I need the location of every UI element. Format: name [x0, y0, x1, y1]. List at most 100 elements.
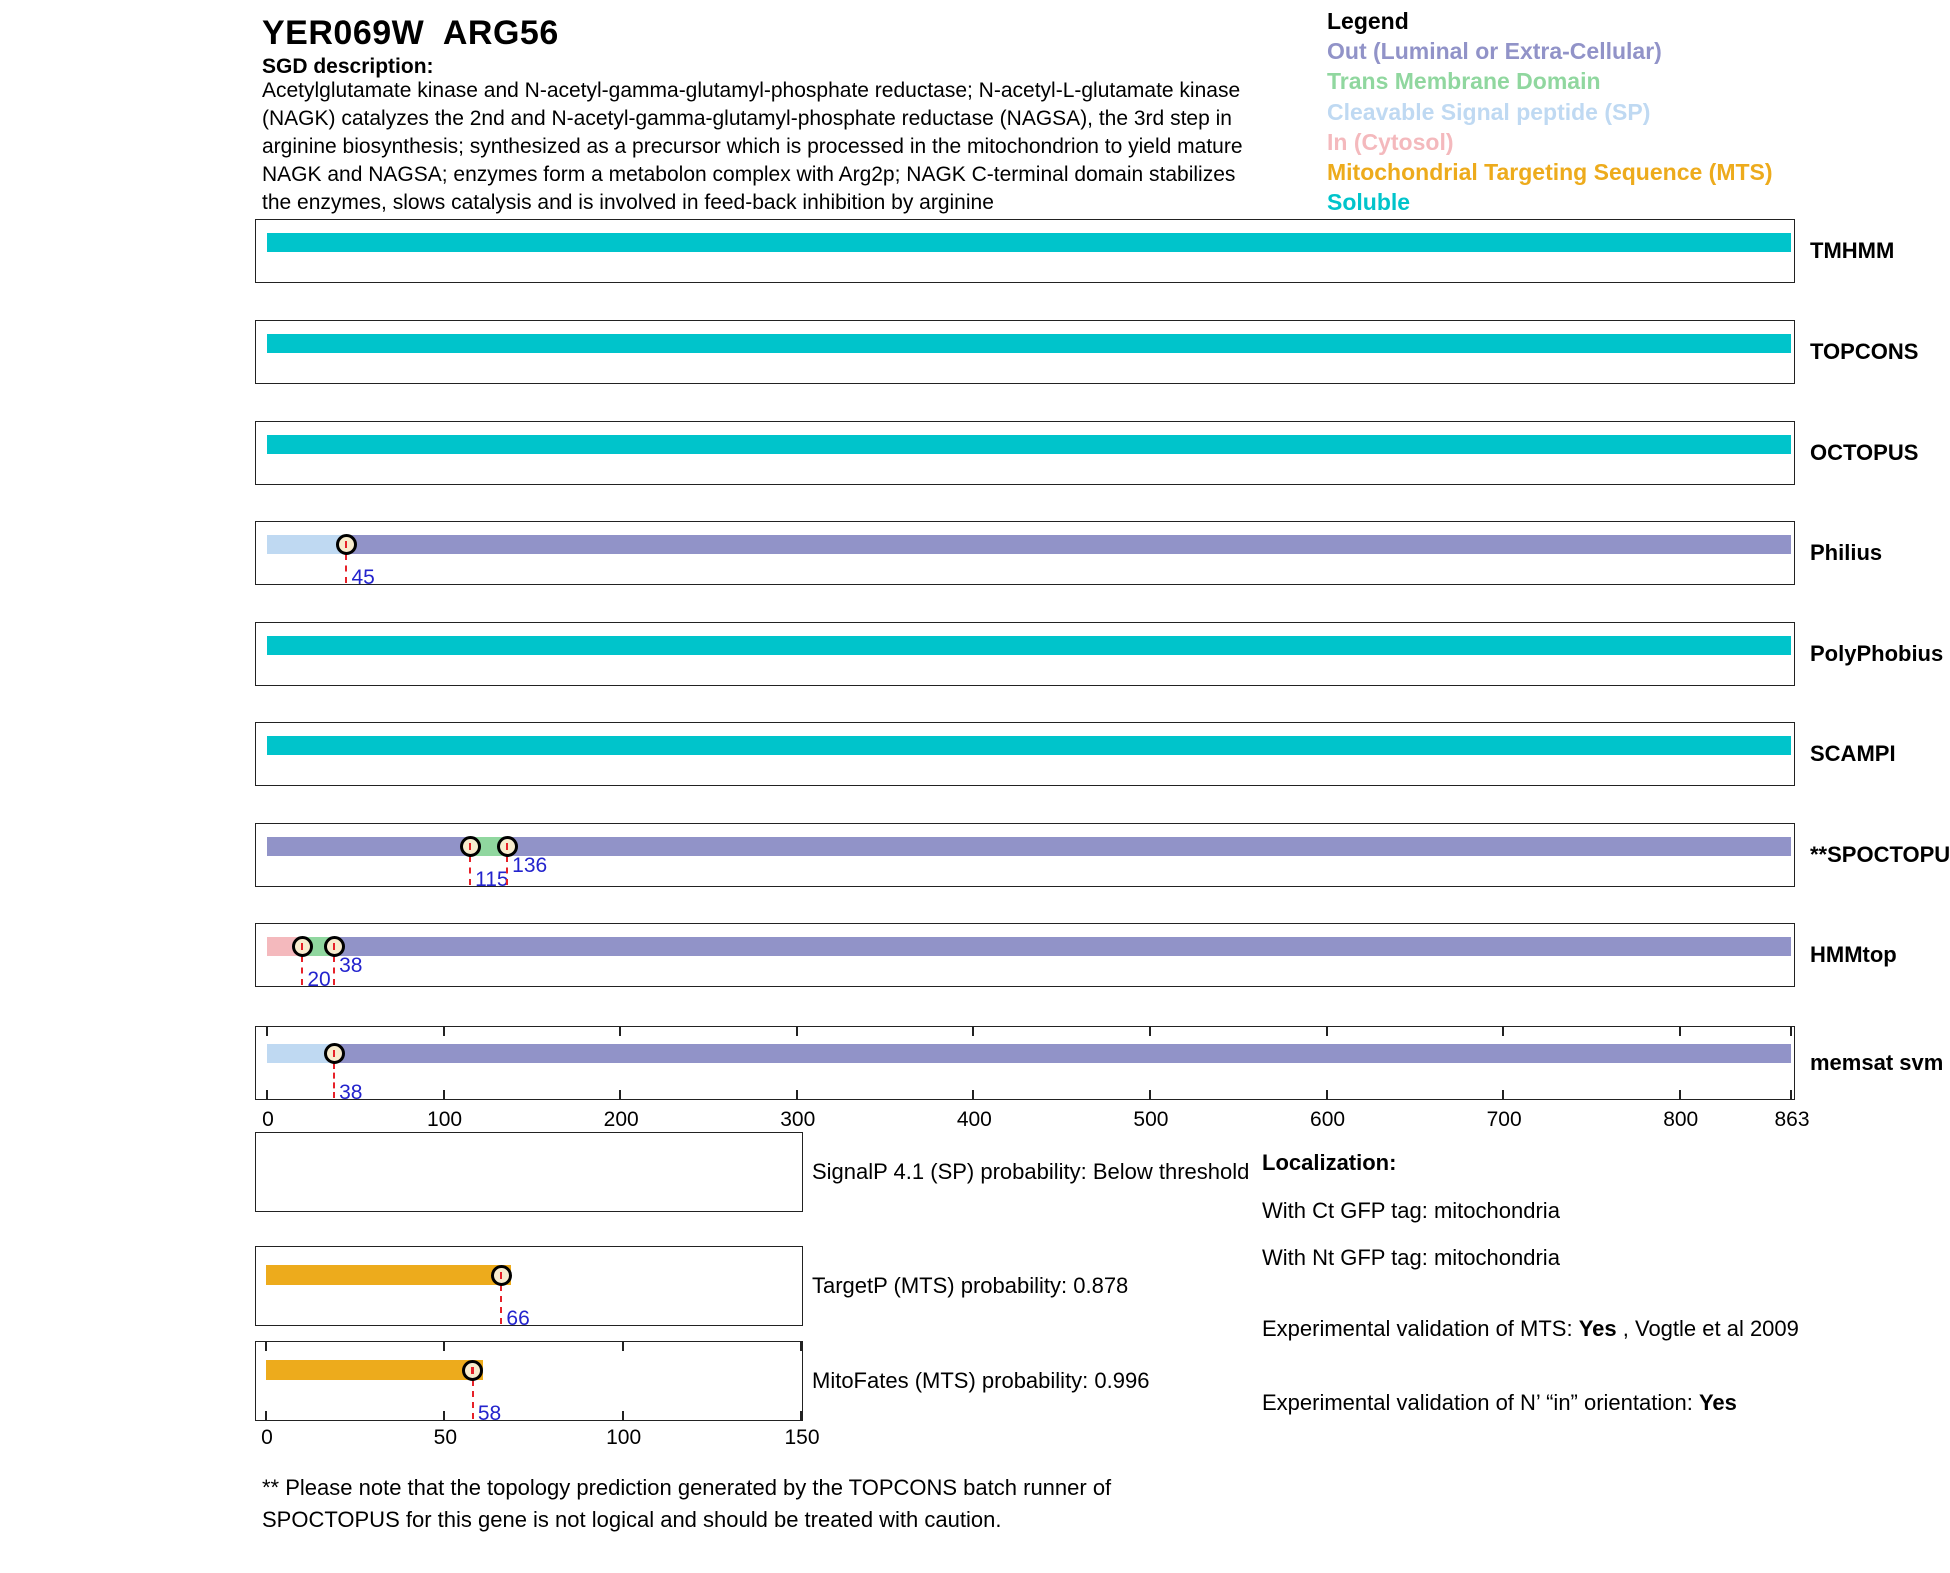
- segment-soluble: [267, 334, 1791, 353]
- axis-tick: [972, 1027, 975, 1036]
- orientation-validation-line: Experimental validation of N’ “in” orien…: [1262, 1390, 1737, 1416]
- marker-position-label: 38: [339, 1081, 363, 1104]
- segment-out: [334, 1044, 1791, 1063]
- axis-tick: [265, 1411, 267, 1420]
- x-axis-tick-label: 200: [603, 1108, 639, 1131]
- marker-circle: [323, 936, 345, 957]
- track-label-spoctopus: **SPOCTOPUS: [1810, 842, 1950, 867]
- marker-line: [469, 856, 472, 885]
- axis-tick: [1790, 1027, 1792, 1036]
- legend-item-soluble: Soluble: [1327, 189, 1411, 216]
- x-axis-tick-label: 700: [1486, 1108, 1522, 1131]
- plot-caption-targetp-mts-probability-0-878: TargetP (MTS) probability: 0.878: [812, 1273, 1129, 1298]
- segment-mts: [266, 1265, 512, 1285]
- x-axis-tick-label: 100: [606, 1426, 642, 1449]
- x-axis-tick-label: 0: [261, 1426, 273, 1449]
- mts-validation-line: Experimental validation of MTS: Yes , Vo…: [1262, 1316, 1799, 1342]
- plot-box-hmmtop: 20 38: [255, 923, 1795, 991]
- legend-item-mitochondrial-targeting-sequence-mts: Mitochondrial Targeting Sequence (MTS): [1327, 159, 1773, 186]
- marker-position-label: 66: [506, 1307, 530, 1330]
- legend-items: Out (Luminal or Extra-Cellular) Trans Mem…: [1327, 36, 1773, 218]
- segment-out: [267, 837, 471, 856]
- localization-title: Localization:: [1262, 1150, 1397, 1175]
- segment-out: [334, 937, 1791, 956]
- marker-dash: [471, 1366, 474, 1374]
- track-label-tmhmm: TMHMM: [1810, 238, 1895, 263]
- x-axis-tick-label: 863: [1774, 1108, 1810, 1131]
- marker-position-label: 115: [475, 868, 509, 891]
- x-axis-tick-label: 400: [956, 1108, 992, 1131]
- orientation-validation-value: Yes: [1698, 1390, 1737, 1415]
- track-label-hmmtop: HMMtop: [1810, 942, 1897, 967]
- axis-tick: [621, 1411, 624, 1420]
- track-label-scampi: SCAMPI: [1810, 741, 1896, 766]
- sgd-description-text: Acetylglutamate kinase and N-acetyl-gamm…: [262, 79, 1243, 214]
- marker-dash: [332, 943, 336, 950]
- axis-tick: [443, 1342, 446, 1351]
- x-axis-tick-label: 300: [780, 1108, 816, 1131]
- segment-sp: [267, 1044, 335, 1063]
- marker-position-label: 58: [477, 1402, 502, 1425]
- axis-tick: [265, 1342, 267, 1351]
- marker-dash: [499, 1271, 503, 1279]
- marker-circle: [323, 1043, 345, 1064]
- localization-nt-line: With Nt GFP tag: mitochondria: [1262, 1245, 1560, 1270]
- x-axis-tick-label: 100: [427, 1108, 463, 1131]
- plot-box-philius: 45: [255, 521, 1795, 589]
- axis-tick: [1502, 1090, 1505, 1099]
- marker-dash: [332, 1050, 336, 1057]
- legend-title: Legend: [1327, 8, 1409, 34]
- marker-line: [345, 554, 348, 583]
- plot-caption-mitofates-mts-probability-0-996: MitoFates (MTS) probability: 0.996: [812, 1368, 1150, 1393]
- legend-item-out-luminal-or-extra-cellular: Out (Luminal or Extra-Cellular): [1327, 38, 1662, 64]
- plot-box-topcons: [255, 320, 1795, 384]
- legend: Legend Out (Luminal or Extra-Cellular) Tr…: [1327, 6, 1773, 218]
- track-label-topcons: TOPCONS: [1810, 339, 1919, 364]
- axis-tick: [1790, 1090, 1792, 1099]
- track-label-philius: Philius: [1810, 540, 1883, 565]
- axis-tick: [266, 1090, 268, 1099]
- x-axis-tick-label: 800: [1663, 1108, 1699, 1131]
- track-label-memsat-svm: memsat svm: [1810, 1050, 1944, 1075]
- axis-tick: [795, 1027, 798, 1036]
- axis-tick: [800, 1342, 802, 1351]
- axis-tick: [972, 1090, 975, 1099]
- axis-tick: [443, 1411, 446, 1420]
- axis-tick: [800, 1411, 802, 1420]
- axis-tick: [266, 1027, 268, 1036]
- marker-dash: [344, 541, 348, 548]
- marker-dash: [468, 843, 472, 850]
- axis-tick: [442, 1027, 445, 1036]
- axis-tick: [1325, 1090, 1328, 1099]
- marker-position-label: 45: [351, 566, 375, 589]
- marker-line: [471, 1380, 474, 1419]
- plot-box-mitofates-mts-probability-0-996: 58: [255, 1341, 803, 1425]
- plot-box-octopus: [255, 421, 1795, 485]
- x-axis-tick-label: 0: [262, 1108, 274, 1131]
- plot-box-targetp-mts-probability-0-878: 66: [255, 1246, 803, 1330]
- plot-box-signalp-4-1-sp-probability-below-threshold: [255, 1132, 803, 1212]
- localization-ct-line: With Ct GFP tag: mitochondria: [1262, 1198, 1560, 1223]
- segment-soluble: [267, 435, 1791, 454]
- axis-tick: [1678, 1090, 1681, 1099]
- legend-item-cleavable-signal-peptide-sp: Cleavable Signal peptide (SP): [1327, 98, 1651, 125]
- axis-tick: [1502, 1027, 1505, 1036]
- segment-mts: [266, 1360, 483, 1380]
- sgd-description-label: SGD description:: [262, 55, 434, 78]
- marker-line: [333, 956, 336, 985]
- orientation-validation-prefix: Experimental validation of N’ “in” orien…: [1262, 1390, 1699, 1415]
- segment-out: [346, 535, 1791, 554]
- axis-tick: [619, 1027, 622, 1036]
- marker-line: [333, 1063, 336, 1098]
- marker-line: [500, 1285, 503, 1324]
- marker-circle: [496, 836, 518, 857]
- axis-tick: [1678, 1027, 1681, 1036]
- axis-tick: [1148, 1027, 1151, 1036]
- marker-line: [506, 856, 509, 885]
- marker-circle: [459, 836, 481, 857]
- x-axis-tick-label: 150: [784, 1426, 820, 1449]
- track-label-polyphobius: PolyPhobius: [1810, 641, 1944, 666]
- x-axis-tick-label: 500: [1133, 1108, 1169, 1131]
- axis-tick: [1325, 1027, 1328, 1036]
- x-axis-tick-label: 50: [433, 1426, 457, 1449]
